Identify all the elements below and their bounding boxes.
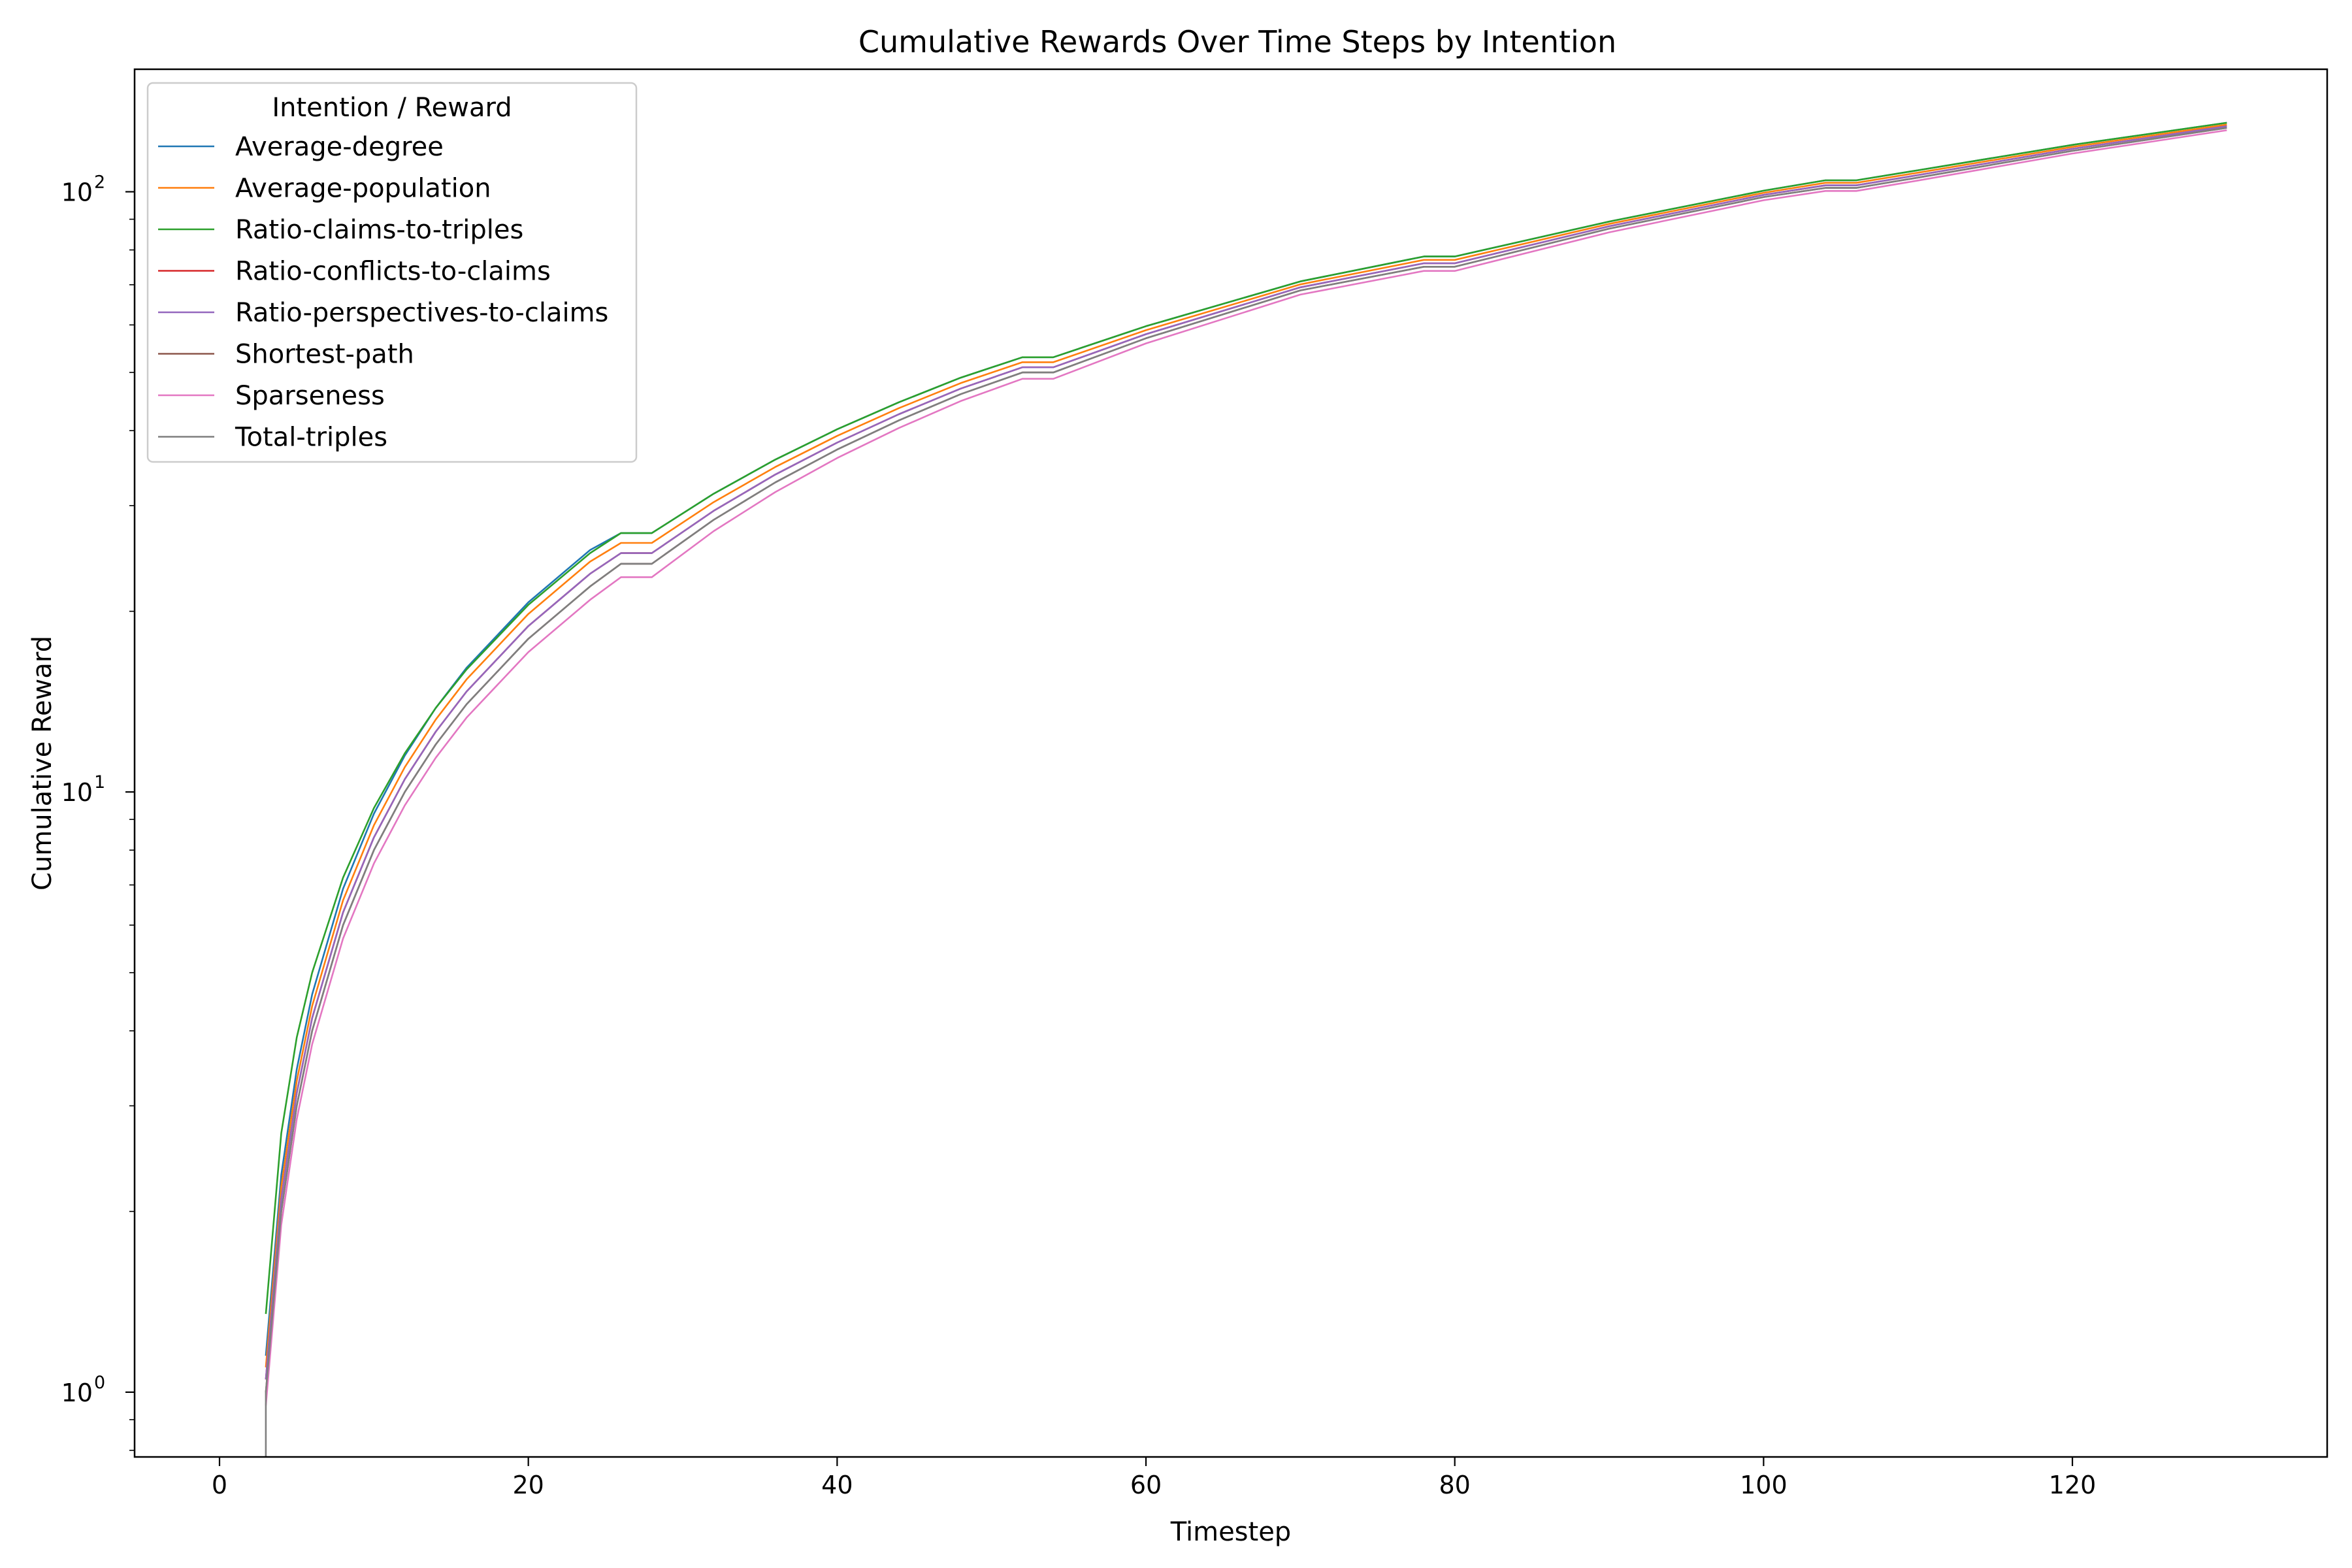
legend-entry-average-degree: Average-degree bbox=[158, 132, 444, 162]
x-tick-label: 60 bbox=[1130, 1471, 1162, 1499]
legend-label: Ratio-conflicts-to-claims bbox=[235, 257, 551, 287]
legend-entry-ratio-conflicts-to-claims: Ratio-conflicts-to-claims bbox=[158, 257, 551, 287]
plot-frame bbox=[133, 68, 2328, 1458]
legend-entry-average-population: Average-population bbox=[158, 174, 491, 204]
x-tick-label: 120 bbox=[2049, 1471, 2097, 1499]
y-tick-label: 10 bbox=[61, 178, 93, 207]
legend-label: Average-population bbox=[235, 174, 491, 204]
series-line-ratio-perspectives-to-claims bbox=[265, 125, 2227, 1380]
legend-label: Sparseness bbox=[235, 381, 385, 411]
series-line-ratio-claims-to-triples bbox=[265, 122, 2227, 1315]
legend-entry-ratio-perspectives-to-claims: Ratio-perspectives-to-claims bbox=[158, 298, 608, 328]
x-axis-label: Timestep bbox=[1170, 1517, 1291, 1547]
legend: Intention / Reward Average-degreeAverage… bbox=[146, 82, 638, 463]
y-tick-exponent: 1 bbox=[94, 772, 105, 792]
legend-label: Ratio-claims-to-triples bbox=[235, 215, 523, 245]
legend-label: Total-triples bbox=[235, 423, 387, 453]
legend-title: Intention / Reward bbox=[272, 93, 512, 123]
legend-box bbox=[146, 82, 638, 463]
x-tick-label: 20 bbox=[512, 1471, 544, 1499]
y-tick-exponent: 2 bbox=[94, 172, 105, 193]
y-axis-label: Cumulative Reward bbox=[27, 636, 57, 890]
legend-label: Average-degree bbox=[235, 132, 444, 162]
y-tick-exponent: 0 bbox=[94, 1373, 105, 1393]
legend-entry-total-triples: Total-triples bbox=[158, 423, 387, 453]
legend-entry-ratio-claims-to-triples: Ratio-claims-to-triples bbox=[158, 215, 523, 245]
legend-entry-sparseness: Sparseness bbox=[158, 381, 385, 411]
x-tick-label: 0 bbox=[212, 1471, 227, 1499]
legend-label: Shortest-path bbox=[235, 340, 414, 370]
chart-title: Cumulative Rewards Over Time Steps by In… bbox=[858, 24, 1616, 59]
x-tick-label: 40 bbox=[821, 1471, 853, 1499]
series-line-sparseness bbox=[265, 129, 2227, 1406]
x-tick-label: 100 bbox=[1740, 1471, 1788, 1499]
x-axis: 0 20 40 60 80 100 120 bbox=[212, 1457, 2096, 1499]
x-tick-label: 80 bbox=[1439, 1471, 1471, 1499]
series-line-average-population bbox=[265, 123, 2227, 1367]
legend-label: Ratio-perspectives-to-claims bbox=[235, 298, 608, 328]
legend-entry-shortest-path: Shortest-path bbox=[158, 340, 414, 370]
y-tick-label: 10 bbox=[61, 1379, 93, 1407]
legend-entries: Average-degree Average-population Ratio-cl… bbox=[158, 132, 608, 453]
series-line-total-triples bbox=[265, 127, 2227, 1457]
y-tick-label: 10 bbox=[61, 778, 93, 807]
series-layer bbox=[265, 122, 2227, 1457]
